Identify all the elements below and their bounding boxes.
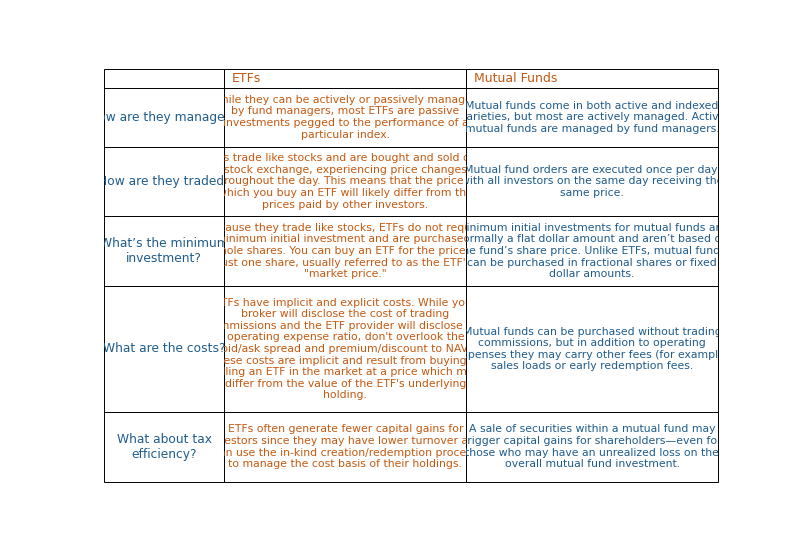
Bar — [466, 69, 718, 88]
Bar — [104, 69, 225, 88]
Text: What about tax
efficiency?: What about tax efficiency? — [116, 433, 212, 461]
Text: Mutual Funds: Mutual Funds — [474, 72, 557, 85]
Bar — [104, 147, 225, 216]
Bar — [225, 147, 466, 216]
Bar — [225, 412, 466, 482]
Text: Mutual funds come in both active and indexed
varieties, but most are actively ma: Mutual funds come in both active and ind… — [460, 101, 725, 134]
Text: Mutual fund orders are executed once per day,
with all investors on the same day: Mutual fund orders are executed once per… — [461, 165, 723, 198]
Text: While they can be actively or passively managed
by fund managers, most ETFs are : While they can be actively or passively … — [212, 95, 480, 140]
Bar — [104, 412, 225, 482]
Text: Mutual funds can be purchased without trading
commissions, but in addition to op: Mutual funds can be purchased without tr… — [456, 326, 729, 371]
Text: A sale of securities within a mutual fund may
trigger capital gains for sharehol: A sale of securities within a mutual fun… — [463, 425, 722, 469]
Text: Because they trade like stocks, ETFs do not require
a minimum initial investment: Because they trade like stocks, ETFs do … — [205, 223, 486, 279]
Text: What are the costs?: What are the costs? — [103, 342, 225, 355]
Text: ETFs trade like stocks and are bought and sold on a
stock exchange, experiencing: ETFs trade like stocks and are bought an… — [204, 153, 487, 210]
Bar — [466, 286, 718, 412]
Bar — [225, 69, 466, 88]
Bar — [466, 147, 718, 216]
Bar — [225, 88, 466, 147]
Bar — [104, 88, 225, 147]
Text: What’s the minimum
investment?: What’s the minimum investment? — [99, 237, 229, 265]
Bar — [225, 286, 466, 412]
Text: How are they managed?: How are they managed? — [89, 111, 239, 124]
Text: Minimum initial investments for mutual funds are
normally a flat dollar amount a: Minimum initial investments for mutual f… — [456, 223, 728, 279]
Bar — [104, 216, 225, 286]
Text: ETFs: ETFs — [232, 72, 261, 85]
Bar — [104, 286, 225, 412]
Text: How are they traded?: How are they traded? — [98, 175, 230, 188]
Bar — [466, 88, 718, 147]
Bar — [466, 412, 718, 482]
Bar — [225, 216, 466, 286]
Text: ETFs have implicit and explicit costs. While your
broker will disclose the cost : ETFs have implicit and explicit costs. W… — [206, 298, 484, 401]
Text: ETFs often generate fewer capital gains for
investors since they may have lower : ETFs often generate fewer capital gains … — [209, 425, 482, 469]
Bar — [466, 216, 718, 286]
